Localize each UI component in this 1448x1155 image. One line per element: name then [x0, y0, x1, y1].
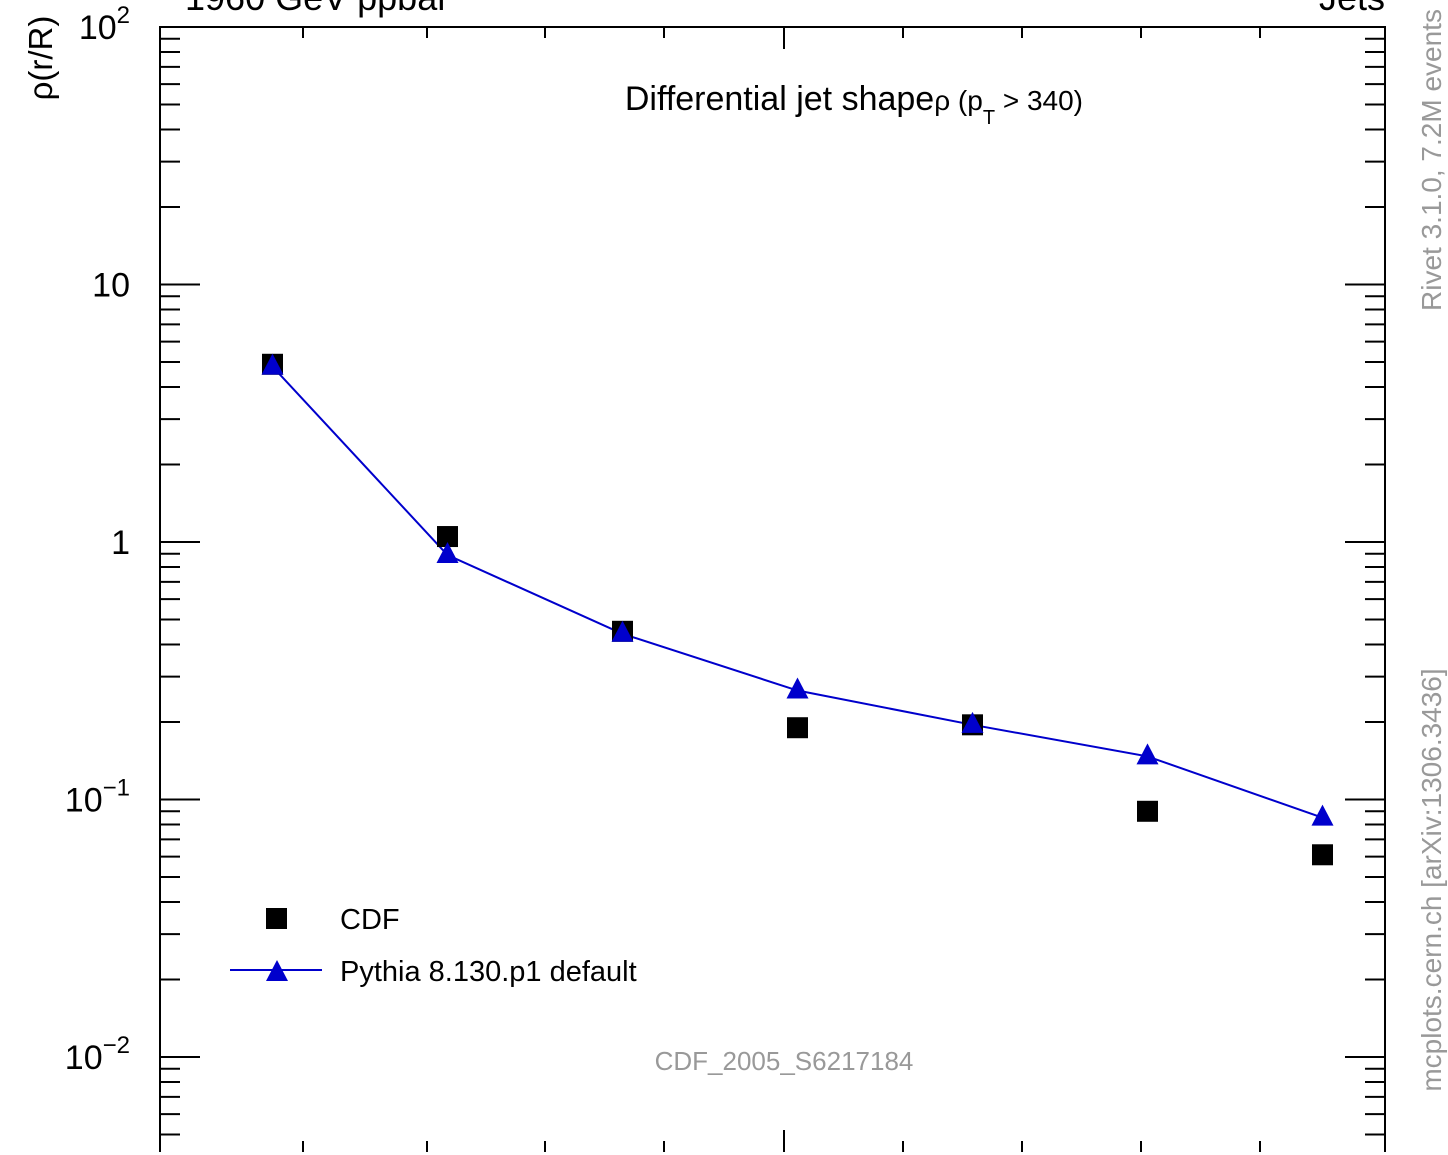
cdf-data-point [437, 526, 458, 548]
y-tick-label: 102 [79, 2, 130, 47]
cdf-data-point [1312, 844, 1333, 866]
mcplots-credit-text: mcplots.cern.ch [arXiv:1306.3436] [1416, 668, 1447, 1091]
chart-title: Differential jet shapeρ (pT > 340) [625, 80, 1083, 129]
legend-marker-cdf [266, 908, 287, 929]
y-tick-label: 1 [111, 524, 130, 562]
series-line-1 [271, 365, 1323, 819]
plot-frame [159, 26, 1386, 1152]
pythia-data-point [611, 620, 634, 642]
y-axis-label: ρ(r/R) [22, 16, 59, 101]
header-right-text: Jets [1319, 0, 1385, 18]
legend: CDF Pythia 8.130.p1 default [230, 904, 637, 988]
pythia-data-point [786, 677, 809, 699]
pythia-data-point [436, 542, 459, 564]
legend-label-pythia: Pythia 8.130.p1 default [340, 956, 637, 988]
y-tick-label: 10 [92, 267, 130, 305]
pythia-data-point [961, 711, 984, 733]
legend-marker-pythia [266, 960, 288, 981]
y-tick-label: 10−2 [65, 1032, 130, 1077]
cdf-data-point [787, 717, 808, 739]
chart-title-suffix: ρ (p [934, 85, 983, 116]
cdf-data-point [1137, 800, 1158, 822]
rivet-info-text: Rivet 3.1.0, 7.2M events [1416, 9, 1447, 311]
chart-title-tail: > 340) [995, 85, 1083, 116]
pythia-data-point [261, 353, 284, 375]
analysis-watermark: CDF_2005_S6217184 [655, 1046, 914, 1076]
chart-title-subscript: T [983, 107, 995, 129]
header-left-text: 1960 GeV ppbar [185, 0, 449, 18]
legend-label-cdf: CDF [340, 904, 400, 936]
pythia-data-point [1311, 804, 1334, 826]
y-tick-label: 10−1 [65, 775, 130, 820]
chart-title-main: Differential jet shape [625, 80, 934, 118]
pythia-data-point [1136, 743, 1159, 765]
